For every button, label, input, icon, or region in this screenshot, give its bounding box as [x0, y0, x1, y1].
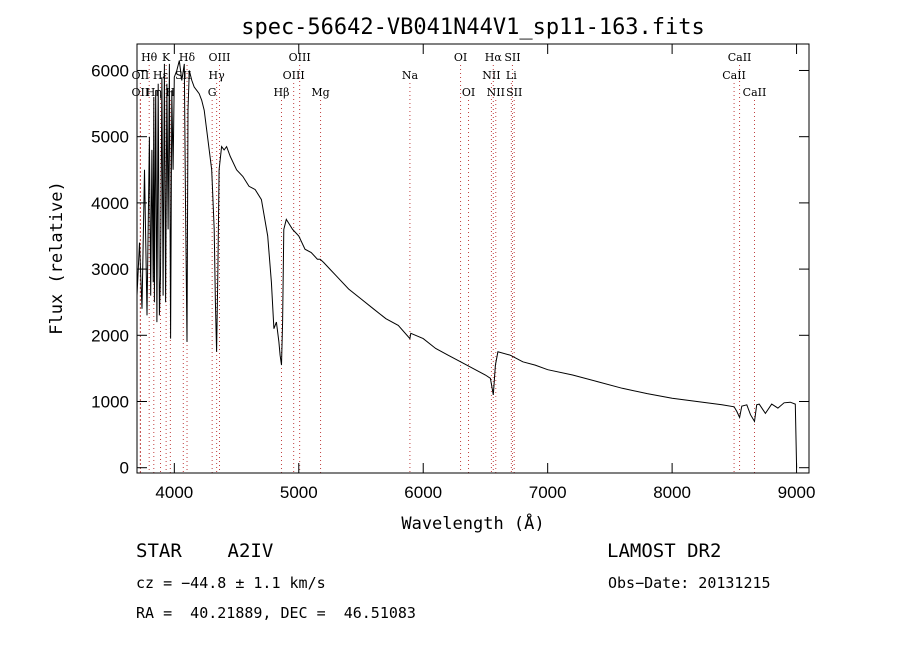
- marker-label-27: CaII: [743, 86, 767, 99]
- marker-label-18: OII: [132, 86, 150, 99]
- marker-label-11: SII: [175, 69, 191, 82]
- y-tick-label-3: 3000: [91, 260, 129, 279]
- x-axis: 4000 5000 6000 7000 8000 9000: [155, 44, 815, 502]
- marker-label-13: OIII: [283, 69, 305, 82]
- plot-frame: [136, 43, 810, 474]
- x-tick-label-4: 8000: [653, 483, 691, 502]
- y-tick-label-6: 6000: [91, 61, 129, 80]
- marker-label-12: Hγ: [209, 69, 226, 82]
- marker-label-24: OI: [462, 86, 475, 99]
- y-tick-label-0: 0: [120, 459, 129, 478]
- y-tick-label-2: 2000: [91, 326, 129, 345]
- redshift-cz: cz = −44.8 ± 1.1 km/s: [136, 574, 326, 592]
- marker-label-6: Hα: [485, 51, 503, 64]
- marker-label-4: OIII: [289, 51, 311, 64]
- y-axis-label: Flux (relative): [47, 181, 67, 335]
- marker-label-9: OII: [132, 69, 150, 82]
- object-class: STAR A2IV: [136, 540, 274, 562]
- marker-label-8: CaII: [728, 51, 752, 64]
- marker-label-0: Hθ: [141, 51, 158, 64]
- marker-label-23: Mg: [311, 86, 329, 99]
- marker-label-26: SII: [506, 86, 522, 99]
- chart-title: spec-56642-VB041N44V1_sp11-163.fits: [241, 15, 705, 40]
- survey-name: LAMOST DR2: [607, 540, 722, 562]
- x-tick-label-3: 7000: [529, 483, 567, 502]
- marker-label-15: NII: [482, 69, 500, 82]
- marker-label-25: NII: [487, 86, 505, 99]
- marker-label-20: H: [166, 86, 176, 99]
- x-tick-label-1: 5000: [280, 483, 318, 502]
- marker-label-22: Hβ: [274, 86, 290, 99]
- spectrum-line: [136, 60, 798, 468]
- y-tick-label-1: 1000: [91, 393, 129, 412]
- x-tick-label-0: 4000: [155, 483, 193, 502]
- marker-label-10: Hε: [153, 69, 169, 82]
- observation-date: Obs−Date: 20131215: [608, 574, 771, 592]
- marker-label-5: OI: [454, 51, 467, 64]
- x-tick-label-2: 6000: [404, 483, 442, 502]
- marker-label-16: Li: [506, 69, 517, 82]
- y-tick-label-5: 5000: [91, 128, 129, 147]
- marker-label-21: G: [208, 86, 217, 99]
- x-tick-label-5: 9000: [778, 483, 816, 502]
- marker-label-1: K: [162, 51, 171, 64]
- marker-label-14: Na: [402, 69, 419, 82]
- y-tick-label-4: 4000: [91, 194, 129, 213]
- marker-label-17: CaII: [722, 69, 746, 82]
- y-axis: 0 1000 2000 3000 4000 5000 6000: [91, 61, 809, 478]
- marker-label-7: SII: [504, 51, 520, 64]
- x-axis-label: Wavelength (Å): [401, 512, 544, 534]
- marker-label-3: OIII: [208, 51, 230, 64]
- marker-label-2: Hδ: [179, 51, 196, 64]
- coordinates: RA = 40.21889, DEC = 46.51083: [136, 604, 416, 622]
